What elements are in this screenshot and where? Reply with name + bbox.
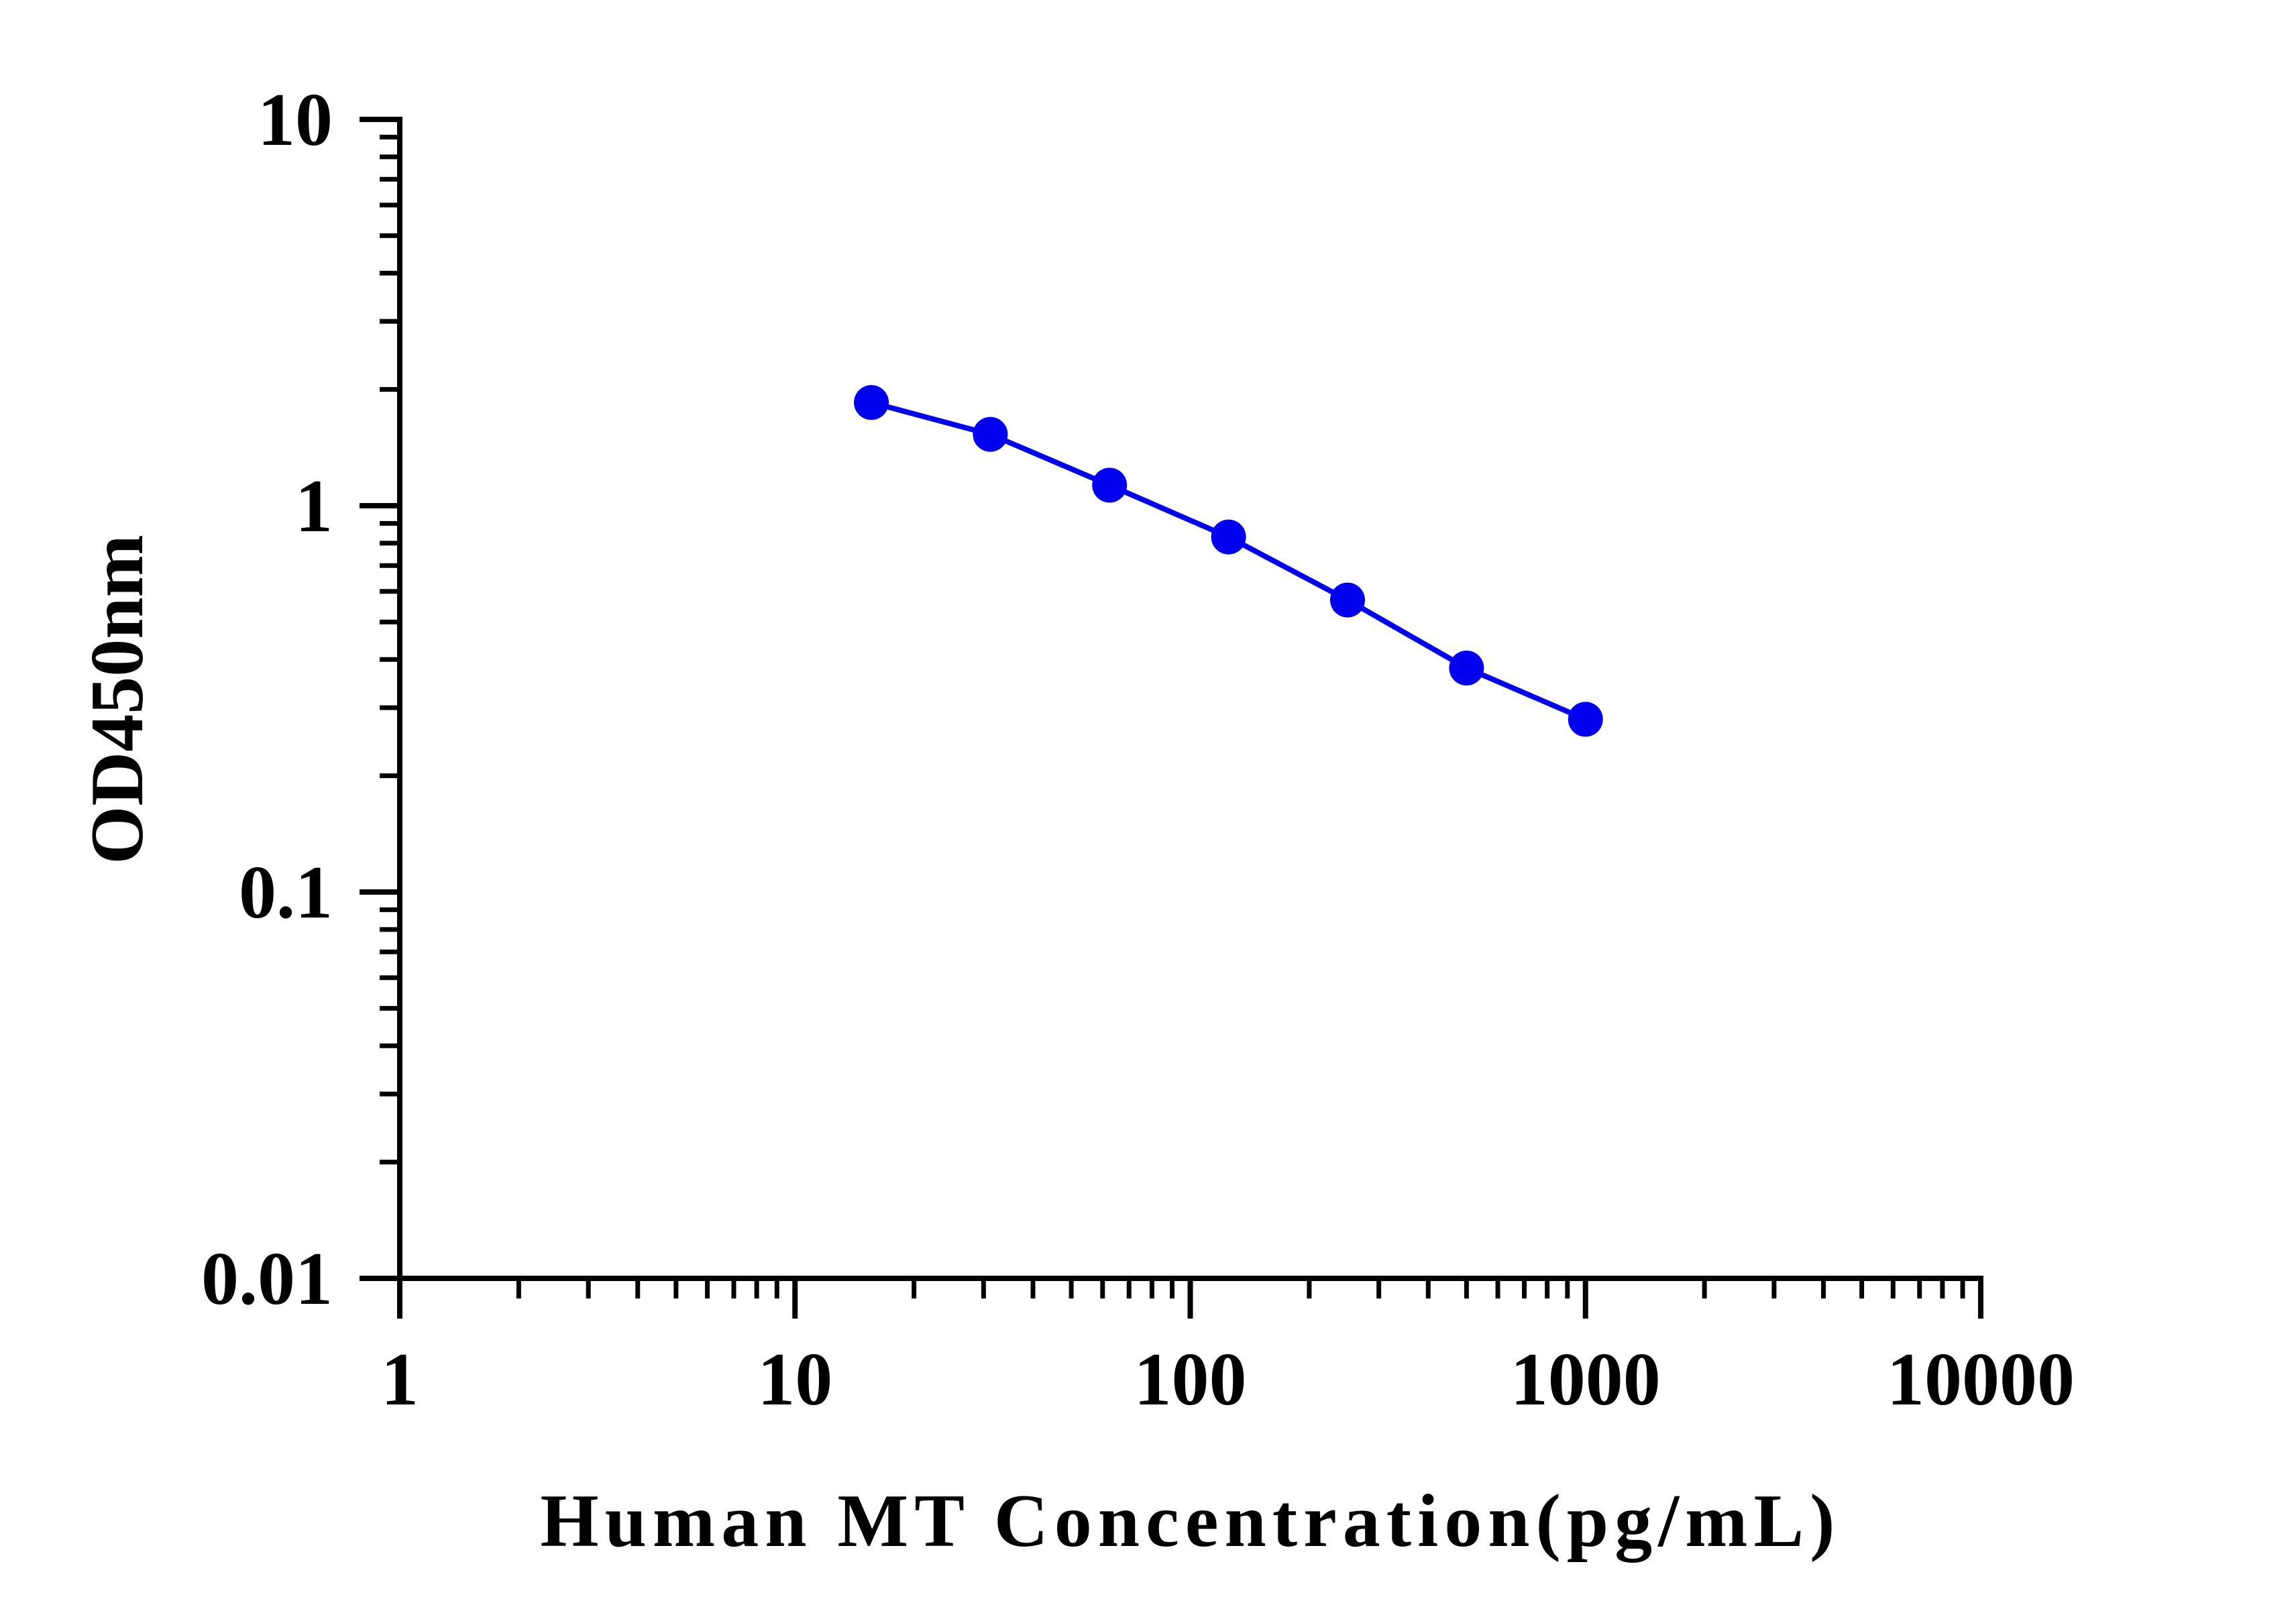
data-point — [1211, 519, 1246, 555]
y-tick-label: 0.1 — [239, 851, 333, 934]
data-point — [1092, 467, 1128, 503]
x-axis-title: Human MT Concentration(pg/mL) — [541, 1480, 1841, 1563]
data-point — [1449, 651, 1484, 686]
x-tick-label: 10000 — [1887, 1338, 2075, 1421]
x-tick-label: 10 — [757, 1338, 832, 1421]
x-tick-label: 1 — [381, 1338, 419, 1421]
data-point — [1568, 702, 1603, 737]
data-point — [1329, 582, 1365, 618]
y-axis-title: OD450nm — [76, 535, 159, 865]
y-tick-label: 0.01 — [201, 1237, 333, 1321]
axes: 1 10 100 1000 10000 0.01 0.1 1 10 — [201, 78, 2075, 1421]
y-tick-label: 1 — [295, 465, 333, 548]
x-tick-label: 100 — [1134, 1338, 1247, 1421]
data-point — [973, 417, 1008, 452]
y-tick-label: 10 — [258, 78, 333, 162]
data-point — [854, 385, 889, 421]
x-tick-label: 1000 — [1511, 1338, 1661, 1421]
series-layer — [854, 385, 1603, 737]
